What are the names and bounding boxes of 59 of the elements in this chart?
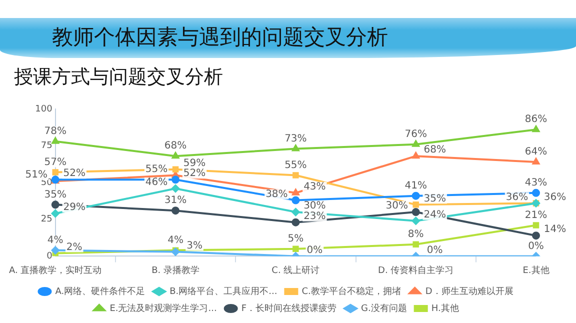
data-label: 55% (145, 164, 168, 175)
x-tick-label: C. 线上研讨 (272, 264, 320, 276)
y-tick-label: 75 (40, 141, 52, 152)
data-label: 0% (528, 240, 544, 252)
data-label: 64% (524, 146, 548, 158)
data-label: 36% (544, 192, 566, 203)
legend-label: C.教学平台不稳定，拥堵 (302, 286, 401, 297)
data-label: 0% (306, 244, 323, 256)
data-label: 59% (183, 158, 206, 169)
legend-label: H.其他 (431, 302, 459, 314)
data-label: 43% (524, 178, 548, 188)
data-label: 30% (304, 200, 326, 212)
legend-label: F．长时间在线授课疲劳 (241, 302, 337, 314)
data-label: 30% (386, 200, 408, 212)
data-label: 5% (288, 233, 304, 244)
data-label: 3% (186, 240, 202, 252)
data-label: 86% (524, 114, 548, 126)
data-label: 57% (44, 156, 66, 168)
chart-title: 教师个体因素与遇到的问题交叉分析 (52, 24, 388, 51)
data-label: 21% (524, 210, 548, 221)
data-label: 36% (506, 192, 528, 203)
x-tick-label: E.其他 (522, 264, 550, 276)
data-label: 4% (47, 234, 64, 246)
legend-label: A.网络、硬件条件不足 (55, 286, 146, 297)
data-label: 52% (183, 168, 206, 180)
legend-label: E.无法及时观测学生学习... (110, 302, 217, 314)
chart-subtitle: 授课方式与问题交叉分析 (14, 65, 223, 90)
data-label: 14% (544, 224, 566, 236)
legend-label: B.网络平台、工具应用不... (170, 286, 278, 297)
data-label: 24% (424, 209, 446, 220)
x-tick-label: A. 直播教学，实时互动 (8, 264, 102, 276)
data-label: 41% (404, 180, 427, 192)
data-label: 52% (63, 168, 86, 180)
data-label: 68% (164, 140, 187, 152)
data-label: 73% (284, 133, 307, 144)
data-label: 23% (304, 210, 326, 222)
y-tick-label: 25 (40, 214, 52, 225)
data-label: 46% (145, 177, 168, 188)
data-label: 76% (404, 128, 427, 140)
data-label: 78% (44, 126, 66, 137)
data-label: 35% (44, 189, 66, 200)
data-label: 51% (25, 170, 48, 181)
legend-label: D．师生互动难以开展 (425, 286, 514, 297)
data-label: 55% (284, 160, 307, 171)
data-label: 35% (424, 193, 446, 204)
data-label: 2% (66, 242, 82, 253)
data-label: 0% (426, 244, 443, 256)
legend-label: G.没有问题 (361, 302, 407, 314)
y-tick-label: 0 (46, 252, 53, 262)
data-label: 29% (63, 202, 86, 214)
data-label: 8% (408, 229, 424, 240)
data-label: 43% (304, 182, 326, 192)
data-label: 68% (424, 144, 446, 156)
x-tick-label: D. 传资料自主学习 (378, 264, 454, 276)
y-tick-label: 100 (35, 104, 53, 114)
data-label: 31% (164, 195, 187, 206)
data-label: 4% (168, 234, 184, 246)
data-label: 38% (266, 188, 288, 200)
x-tick-label: B. 录播教学 (152, 264, 200, 276)
